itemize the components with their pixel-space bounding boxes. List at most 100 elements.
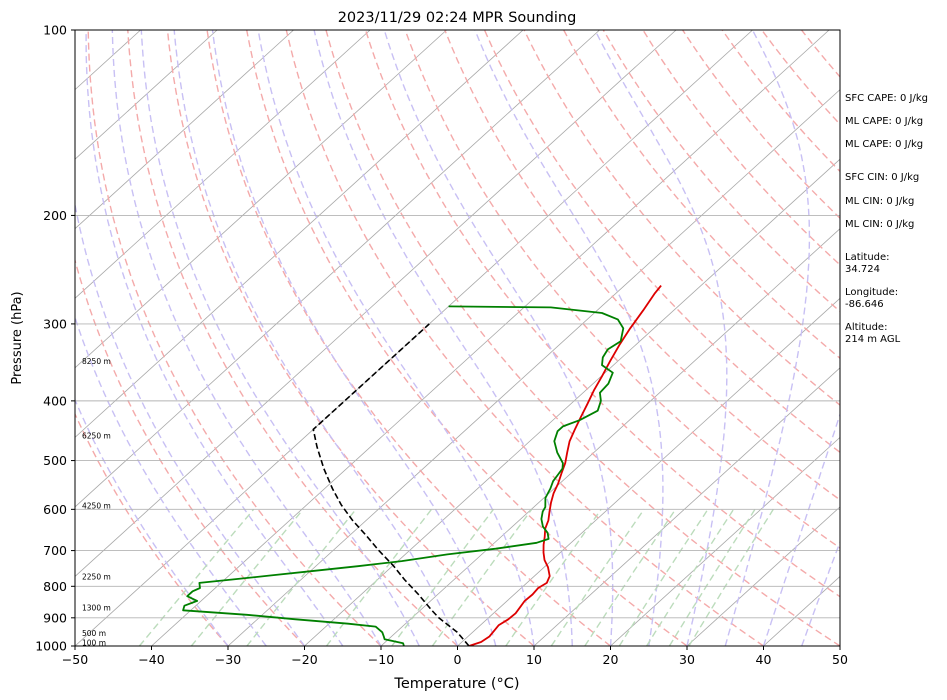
dry-adiabat-line: [483, 30, 840, 454]
mixing-ratio-line: [246, 508, 357, 646]
y-tick-label: 1000: [35, 639, 67, 654]
moist-adiabat-line: [801, 540, 840, 646]
moist-adiabat-line: [257, 30, 535, 646]
dry-adiabat-line: [166, 30, 535, 646]
isotherm-line: [75, 30, 294, 230]
x-tick-label: 30: [679, 652, 695, 667]
sfc-cin-label: SFC CIN: 0 J/kg: [845, 172, 920, 183]
latitude-label: Latitude: 34.724: [845, 252, 890, 275]
mixing-ratio-line: [505, 508, 602, 646]
x-tick-label: 20: [603, 652, 619, 667]
height-label: 500 m: [82, 629, 106, 638]
isotherm-line: [151, 30, 830, 646]
longitude-label: Longitude: -86.646: [845, 287, 899, 310]
height-label: 1300 m: [82, 604, 111, 613]
dry-adiabat-line: [404, 30, 840, 549]
isobar-grid: [75, 30, 840, 646]
moist-adiabat-line: [724, 30, 811, 646]
isotherm-line: [75, 30, 524, 438]
isotherm-line: [75, 30, 600, 508]
mixing-ratio-line: [325, 508, 433, 646]
height-label: 100 m: [82, 638, 106, 647]
height-label: 8250 m: [82, 357, 111, 366]
moist-adiabat-line: [75, 201, 306, 646]
moist-adiabat-line: [85, 30, 344, 646]
isotherm-line: [533, 367, 840, 646]
isotherm-line: [610, 436, 840, 646]
isotherm-line: [75, 30, 447, 369]
background-lines: [75, 30, 840, 646]
y-tick-label: 100: [43, 23, 67, 38]
y-tick-label: 900: [43, 610, 67, 625]
isotherm-line: [75, 30, 218, 160]
x-tick-label: 40: [756, 652, 772, 667]
dry-adiabat-line: [206, 30, 611, 646]
x-tick-label: 50: [832, 652, 848, 667]
mixing-ratio-line: [431, 508, 533, 646]
dry-adiabat-line: [285, 30, 764, 646]
moist-adiabat-line: [383, 30, 614, 646]
mixing-ratio-line: [668, 508, 756, 646]
x-tick-label: 10: [526, 652, 542, 667]
y-tick-label: 800: [43, 579, 67, 594]
height-label: 2250 m: [82, 572, 111, 581]
y-axis: 100 200 300 400 500 600 700 800 900 1000: [35, 23, 75, 654]
y-tick-label: 700: [43, 543, 67, 558]
mixing-ratio-line: [618, 508, 709, 646]
mixing-ratio-line: [391, 508, 494, 646]
sounding-series: [182, 285, 662, 646]
isotherm-line: [227, 89, 840, 646]
ml-cape-label-2: ML CAPE: 0 J/kg: [845, 139, 924, 150]
sfc-cape-label: SFC CAPE: 0 J/kg: [845, 93, 928, 104]
x-axis: −50 −40 −30 −20 −10 0 10 20 30 40 50: [62, 646, 848, 667]
isotherm-line: [457, 297, 840, 646]
height-label: 4250 m: [82, 502, 111, 511]
isotherm-line: [75, 30, 371, 299]
moist-adiabat-line: [594, 30, 728, 646]
y-axis-label: Pressure (hPa): [10, 291, 25, 384]
dry-adiabat-line: [642, 30, 840, 266]
dry-adiabat-line: [444, 30, 840, 501]
isotherm-line: [686, 506, 840, 646]
ml-cin-label: ML CIN: 0 J/kg: [845, 196, 915, 207]
x-tick-label: 0: [454, 652, 462, 667]
mixing-ratio-line: [688, 508, 774, 646]
isotherm-line: [380, 228, 840, 646]
ml-cape-label: ML CAPE: 0 J/kg: [845, 116, 924, 127]
series-line-0: [468, 285, 662, 646]
chart-title: 2023/11/29 02:24 MPR Sounding: [338, 10, 577, 26]
dry-adiabat-line: [75, 412, 229, 646]
x-tick-label: −40: [138, 652, 164, 667]
x-axis-label: Temperature (°C): [393, 676, 519, 692]
x-tick-label: −30: [215, 652, 241, 667]
moist-adiabat-line: [75, 315, 267, 646]
dry-adiabat-line: [75, 257, 306, 646]
isotherm-line: [304, 158, 840, 646]
series-line-2: [312, 323, 470, 646]
series-line-1: [182, 305, 625, 646]
dry-adiabat-line: [364, 30, 840, 598]
y-tick-label: 600: [43, 502, 67, 517]
moist-adiabat-line: [474, 30, 664, 646]
dry-adiabat-line: [325, 30, 840, 646]
moist-adiabat-line: [762, 412, 840, 646]
isotherm-line: [75, 30, 677, 577]
mixing-ratio-line: [550, 508, 645, 646]
moist-adiabat-line: [313, 30, 573, 646]
dry-adiabat-line: [523, 30, 840, 406]
dry-adiabat-line: [563, 30, 840, 360]
dry-adiabat-line: [127, 30, 458, 646]
height-label: 6250 m: [82, 431, 111, 440]
x-tick-label: −10: [368, 652, 394, 667]
moist-adiabat-line: [140, 30, 420, 646]
y-tick-label: 200: [43, 208, 67, 223]
x-tick-label: −20: [291, 652, 317, 667]
sounding-parameters: SFC CAPE: 0 J/kg ML CAPE: 0 J/kg ML CAPE…: [845, 0, 945, 700]
moist-adiabat-line: [111, 30, 382, 646]
dry-adiabat-line: [87, 30, 382, 646]
y-tick-label: 400: [43, 393, 67, 408]
ml-cin-label-2: ML CIN: 0 J/kg: [845, 219, 915, 230]
dry-adiabat-line: [721, 30, 840, 173]
